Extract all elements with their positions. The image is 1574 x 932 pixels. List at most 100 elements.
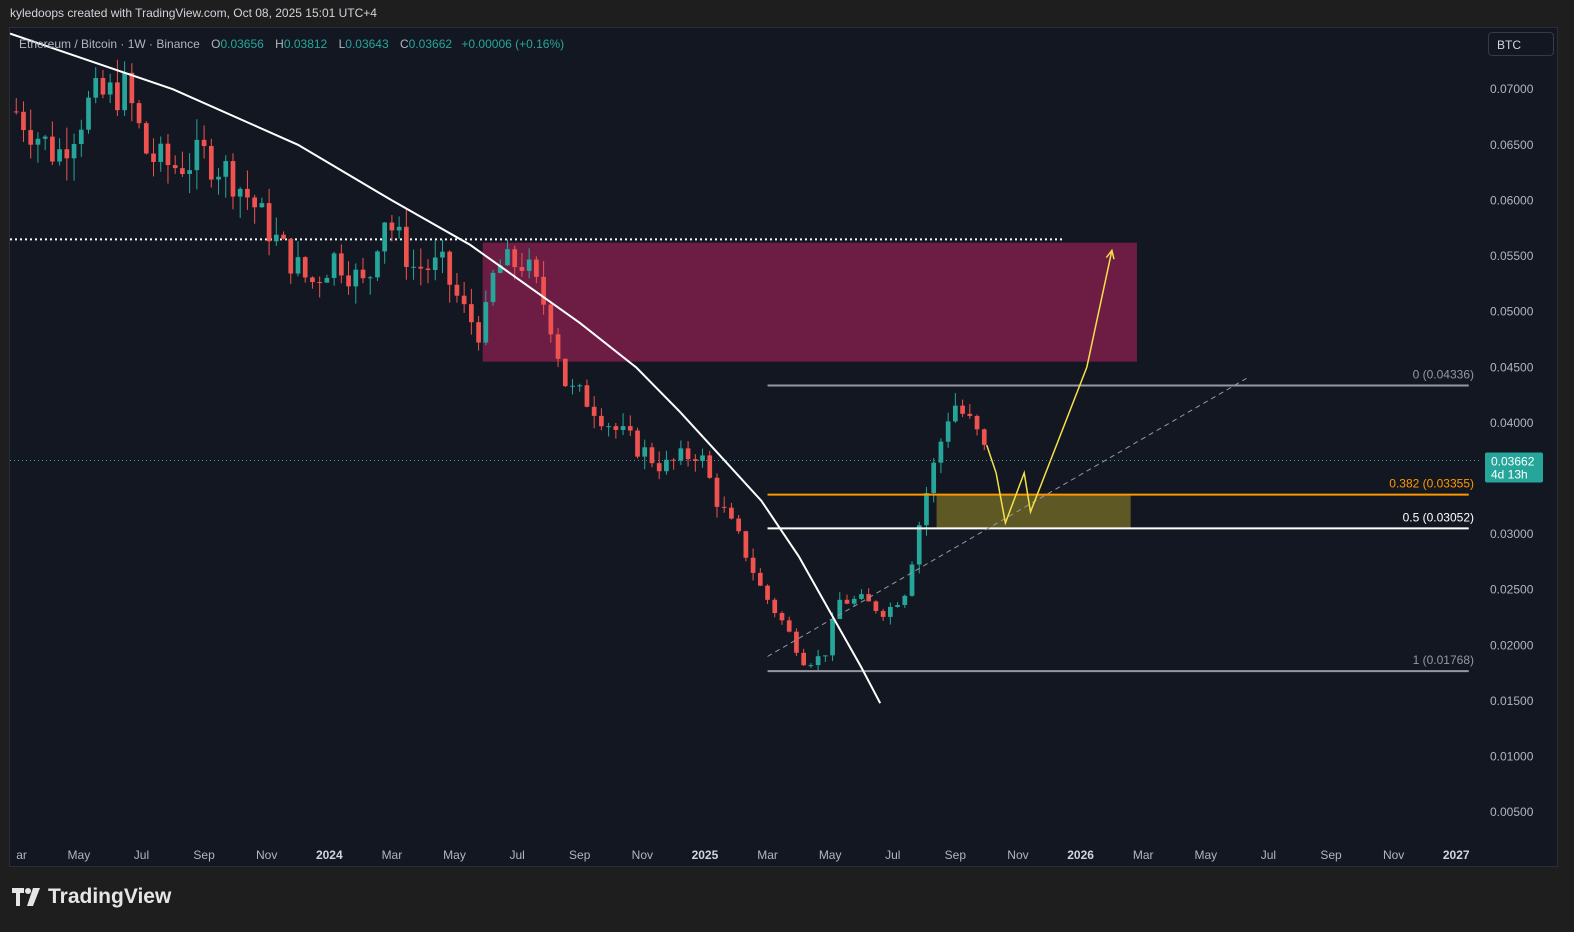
candle-body bbox=[28, 130, 34, 145]
candle-body bbox=[310, 277, 315, 283]
candle-body bbox=[505, 249, 510, 266]
y-tick-label: 0.01000 bbox=[1490, 750, 1534, 764]
candle-body bbox=[136, 103, 142, 124]
candle-body bbox=[151, 153, 156, 162]
price-badge-value: 0.03662 bbox=[1491, 454, 1535, 468]
candle-body bbox=[562, 358, 568, 387]
symbol-button[interactable]: BTC bbox=[1488, 32, 1554, 56]
x-tick-label: Nov bbox=[1383, 848, 1404, 862]
candle-body bbox=[866, 594, 872, 602]
fib-level-label: 0.5 (0.03052) bbox=[1403, 510, 1474, 524]
price-chart[interactable]: 0 (0.04336) 0.382 (0.03355) 0.5 (0.03052) 1… bbox=[10, 28, 1557, 866]
change-value: +0.00006 (+0.16%) bbox=[461, 37, 565, 51]
candle-body bbox=[808, 665, 814, 667]
candle-body bbox=[13, 111, 19, 113]
x-tick-label: Sep bbox=[1320, 848, 1342, 862]
candle-body bbox=[888, 606, 893, 617]
y-tick-label: 0.04000 bbox=[1490, 416, 1534, 430]
candle-body bbox=[497, 265, 503, 273]
candle-body bbox=[201, 139, 207, 147]
candle-body bbox=[425, 268, 431, 270]
candle-body bbox=[584, 385, 590, 407]
candle-body bbox=[757, 572, 763, 586]
candle-body bbox=[678, 448, 684, 461]
candle-body bbox=[801, 652, 807, 666]
candle-body bbox=[721, 506, 727, 508]
candle-body bbox=[570, 385, 575, 387]
candle-body bbox=[483, 302, 489, 343]
fib-level-label: 0.382 (0.03355) bbox=[1389, 477, 1474, 491]
candle-body bbox=[35, 138, 41, 145]
candle-body bbox=[223, 161, 229, 177]
candle-body bbox=[873, 601, 879, 611]
candle-body bbox=[981, 429, 987, 445]
open-label: O bbox=[211, 37, 221, 51]
candle-body bbox=[692, 459, 698, 461]
x-tick-label: Jul bbox=[1261, 848, 1276, 862]
x-tick-label: 2025 bbox=[692, 848, 719, 862]
price-axis-bg bbox=[1480, 28, 1557, 866]
candle-body bbox=[974, 415, 980, 430]
candle-body bbox=[476, 322, 481, 343]
x-tick-label: May bbox=[819, 848, 842, 862]
candle-body bbox=[700, 455, 705, 461]
candle-body bbox=[859, 594, 864, 599]
candle-body bbox=[295, 257, 301, 274]
candle-body bbox=[519, 267, 525, 271]
candle-body bbox=[21, 111, 26, 131]
candle-body bbox=[967, 413, 973, 416]
candle-body bbox=[743, 531, 749, 558]
candle-body bbox=[324, 277, 330, 283]
candle-body bbox=[57, 149, 62, 162]
x-tick-label: Mar bbox=[1133, 848, 1154, 862]
candle-body bbox=[851, 598, 857, 604]
candle-body bbox=[830, 618, 835, 656]
candle-body bbox=[671, 459, 676, 461]
x-tick-label: Sep bbox=[945, 848, 967, 862]
candle-body bbox=[411, 266, 416, 268]
descending-curve bbox=[10, 32, 882, 704]
candle-body bbox=[938, 441, 944, 463]
y-tick-label: 0.05500 bbox=[1490, 249, 1534, 263]
candle-body bbox=[396, 226, 402, 231]
candle-body bbox=[252, 197, 257, 208]
y-tick-label: 0.06500 bbox=[1490, 138, 1534, 152]
x-tick-label: ar bbox=[16, 848, 27, 862]
x-tick-label: 2024 bbox=[316, 848, 343, 862]
y-tick-label: 0.07000 bbox=[1490, 82, 1534, 96]
candle-body bbox=[541, 276, 546, 305]
candle-body bbox=[302, 257, 308, 278]
x-tick-label: May bbox=[443, 848, 466, 862]
candle-body bbox=[765, 585, 770, 600]
candle-body bbox=[707, 455, 713, 478]
x-tick-label: Nov bbox=[256, 848, 277, 862]
price-badge bbox=[1485, 452, 1543, 483]
candle-body bbox=[86, 97, 91, 130]
candle-body bbox=[418, 266, 424, 269]
candle-body bbox=[577, 385, 583, 387]
candle-body bbox=[534, 259, 539, 277]
candle-body bbox=[620, 426, 626, 430]
candle-body bbox=[656, 463, 662, 472]
candle-body bbox=[664, 459, 669, 472]
candle-body bbox=[924, 493, 929, 526]
tradingview-icon bbox=[12, 888, 40, 906]
candle-body bbox=[273, 234, 279, 242]
candle-body bbox=[902, 595, 908, 606]
open-value: 0.03656 bbox=[220, 37, 264, 51]
candle-body bbox=[216, 176, 221, 180]
candle-body bbox=[266, 203, 272, 242]
candle-body bbox=[172, 165, 178, 169]
candle-body bbox=[71, 144, 77, 159]
projection-path bbox=[985, 250, 1113, 526]
low-value: 0.03643 bbox=[345, 37, 389, 51]
candle-body bbox=[237, 188, 243, 197]
x-tick-label: May bbox=[68, 848, 91, 862]
x-tick-label: Jul bbox=[885, 848, 900, 862]
candle-body bbox=[447, 251, 453, 285]
chart-panel[interactable]: 0 (0.04336) 0.382 (0.03355) 0.5 (0.03052) 1… bbox=[9, 27, 1558, 867]
candle-body bbox=[916, 525, 922, 565]
candle-body bbox=[208, 146, 214, 180]
symbol-legend: Ethereum / Bitcoin · 1W · Binance O0.036… bbox=[19, 37, 564, 51]
y-tick-label: 0.01500 bbox=[1490, 694, 1534, 708]
